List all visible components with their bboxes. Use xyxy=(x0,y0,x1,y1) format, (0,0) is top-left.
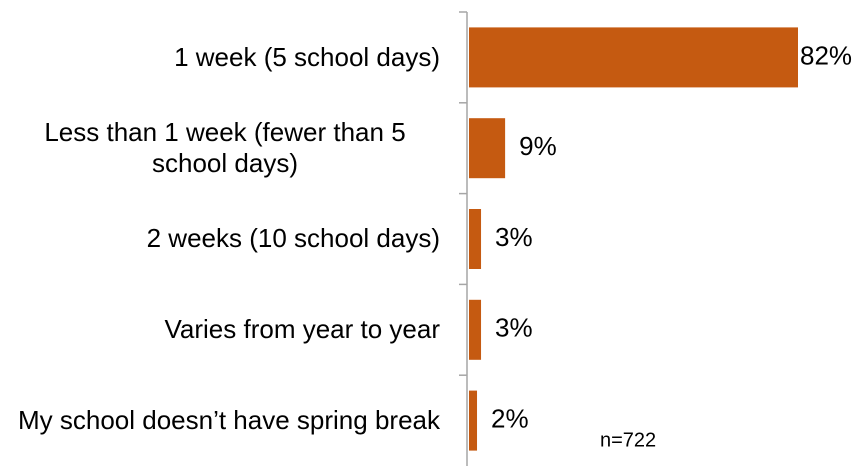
y-tick-label: 1 week (5 school days) xyxy=(174,41,440,72)
value-label: 3% xyxy=(495,222,533,252)
bar xyxy=(469,27,798,88)
value-label: 9% xyxy=(519,131,557,161)
y-tick-label: Varies from year to year xyxy=(164,314,440,345)
category-label-box: 2 weeks (10 school days) xyxy=(0,194,440,285)
y-tick-label: Less than 1 week (fewer than 5 school da… xyxy=(44,117,406,179)
bar xyxy=(469,209,482,269)
value-label: 82% xyxy=(800,40,852,70)
category-label-box: Less than 1 week (fewer than 5 school da… xyxy=(0,103,440,194)
category-label-box: Varies from year to year xyxy=(0,284,440,375)
category-label-box: My school doesn’t have spring break xyxy=(0,375,440,466)
bar xyxy=(469,118,506,179)
y-tick-label: My school doesn’t have spring break xyxy=(17,405,440,436)
value-label: 2% xyxy=(491,403,529,433)
category-label-box: 1 week (5 school days) xyxy=(0,12,440,103)
annotation: n=722 xyxy=(600,429,656,451)
bar xyxy=(469,299,482,360)
y-tick-label: 2 weeks (10 school days) xyxy=(146,223,440,254)
value-label: 3% xyxy=(495,313,533,343)
bar xyxy=(469,390,478,451)
